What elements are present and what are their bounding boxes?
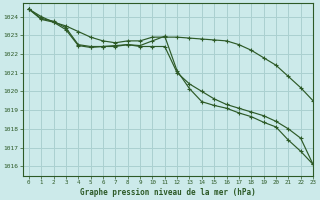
X-axis label: Graphe pression niveau de la mer (hPa): Graphe pression niveau de la mer (hPa) bbox=[80, 188, 256, 197]
